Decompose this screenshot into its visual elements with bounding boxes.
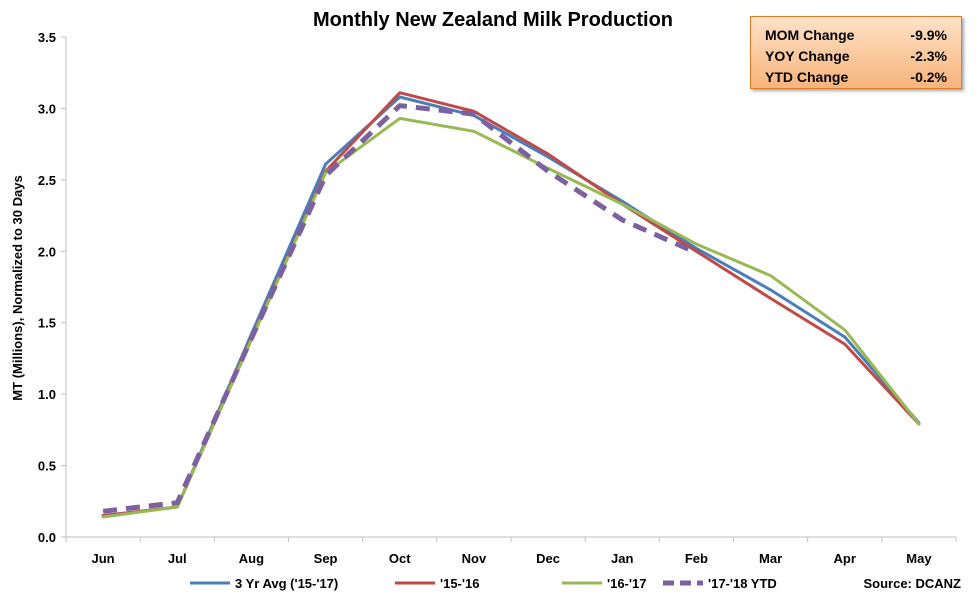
stat-value: -0.2% [910, 69, 947, 85]
x-tick-label: Sep [314, 551, 338, 566]
x-tick-label: Feb [685, 551, 708, 566]
x-tick-label: Mar [759, 551, 782, 566]
y-tick-label: 1.5 [38, 316, 56, 331]
y-tick-label: 3.5 [38, 30, 56, 45]
change-stats-box: MOM Change -9.9% YOY Change -2.3% YTD Ch… [750, 16, 962, 89]
series-line [101, 91, 921, 518]
stat-label: MOM Change [765, 27, 855, 43]
legend-label: '15-'16 [440, 576, 479, 591]
series-lines [101, 91, 921, 519]
x-tick-label: May [906, 551, 932, 566]
stat-label: YOY Change [765, 48, 850, 64]
stat-row-ytd: YTD Change -0.2% [765, 67, 947, 88]
stat-row-mom: MOM Change -9.9% [765, 25, 947, 46]
y-tick-label: 1.0 [38, 387, 56, 402]
stat-row-yoy: YOY Change -2.3% [765, 46, 947, 67]
legend: 3 Yr Avg ('15-'17) '15-'16 '16-'17 '17-'18 … [190, 576, 777, 591]
y-tick-label: 2.0 [38, 244, 56, 259]
y-ticks: 0.0 0.5 1.0 1.5 2.0 2.5 3.0 3.5 [38, 30, 66, 545]
x-tick-label: Dec [536, 551, 560, 566]
x-tick-label: Nov [462, 551, 487, 566]
series-line [101, 116, 921, 519]
x-tick-label: Aug [239, 551, 264, 566]
y-tick-label: 0.0 [38, 530, 56, 545]
legend-label: '17-'18 YTD [708, 576, 777, 591]
y-tick-label: 0.5 [38, 459, 56, 474]
chart-title: Monthly New Zealand Milk Production [313, 9, 673, 31]
x-ticks: Jun Jul Aug Sep Oct Nov Dec Jan Feb Mar Apr May [65, 537, 957, 566]
x-tick-label: Jun [92, 551, 115, 566]
stat-label: YTD Change [765, 69, 849, 85]
series-line [102, 103, 698, 514]
x-tick-label: Jan [611, 551, 633, 566]
stat-value: -2.3% [910, 48, 947, 64]
legend-label: 3 Yr Avg ('15-'17) [235, 576, 338, 591]
stat-value: -9.9% [910, 27, 947, 43]
y-tick-label: 3.0 [38, 101, 56, 116]
y-tick-label: 2.5 [38, 173, 56, 188]
series-line [101, 95, 921, 518]
x-tick-label: Oct [389, 551, 411, 566]
axes [65, 37, 956, 538]
legend-label: '16-'17 [607, 576, 646, 591]
source-note: Source: DCANZ [863, 576, 961, 591]
y-axis-label: MT (Millions), Normalized to 30 Days [10, 175, 25, 400]
x-tick-label: Jul [168, 551, 187, 566]
x-tick-label: Apr [834, 551, 856, 566]
